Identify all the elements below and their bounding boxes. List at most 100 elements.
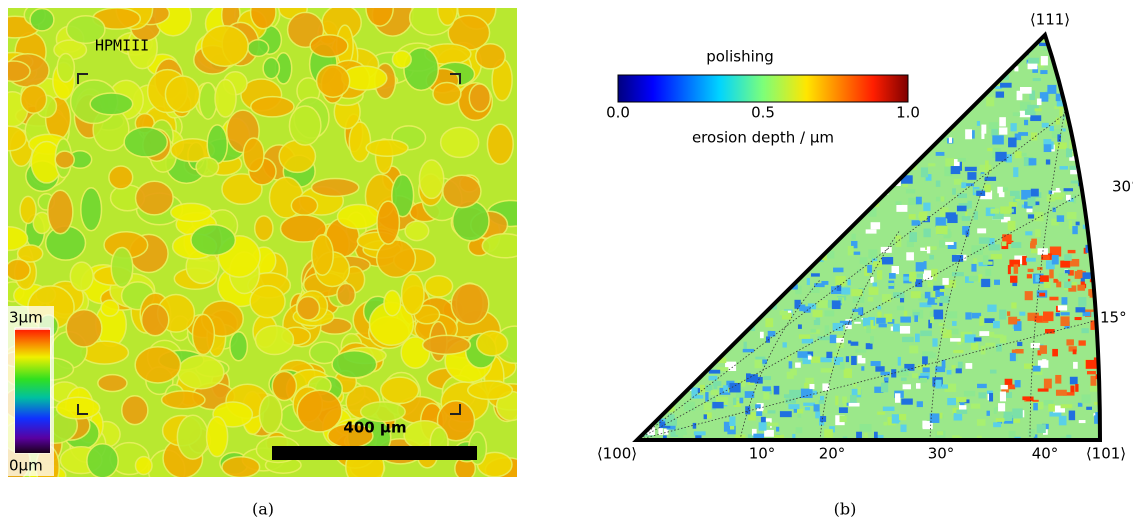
orientation-cell [935, 430, 946, 440]
orientation-cell [928, 163, 936, 167]
orientation-cell [1087, 173, 1098, 177]
orientation-cell [840, 49, 850, 54]
orientation-cell [797, 202, 805, 206]
orientation-cell [725, 248, 730, 252]
orientation-cell [685, 161, 696, 165]
orientation-cell [1067, 249, 1076, 254]
orientation-cell [839, 46, 851, 55]
orientation-cell [911, 220, 921, 226]
orientation-cell [675, 427, 687, 435]
orientation-cell [659, 356, 664, 367]
orientation-cell [922, 356, 928, 365]
orientation-cell [1027, 312, 1039, 321]
orientation-cell [864, 48, 874, 57]
orientation-cell [692, 286, 704, 290]
orientation-cell [647, 155, 660, 161]
orientation-cell [1095, 100, 1100, 105]
orientation-cell [647, 425, 655, 436]
orientation-cell [689, 146, 697, 156]
orientation-cell [675, 330, 679, 338]
orientation-cell [836, 337, 844, 343]
orientation-cell [744, 236, 749, 240]
grain [249, 8, 277, 30]
orientation-cell [655, 372, 664, 377]
orientation-cell [1055, 374, 1062, 384]
orientation-cell [851, 289, 863, 297]
orientation-cell [850, 341, 859, 346]
orientation-cell [821, 280, 829, 285]
orientation-cell [1063, 281, 1072, 289]
orientation-cell [948, 137, 953, 143]
orientation-cell [754, 223, 760, 229]
colorbar-tick: 0.5 [751, 104, 775, 122]
orientation-cell [769, 216, 778, 222]
orientation-cell [875, 366, 885, 372]
grain [89, 92, 134, 116]
orientation-cell [923, 273, 934, 280]
orientation-cell [768, 147, 778, 151]
orientation-cell [1097, 261, 1100, 270]
orientation-cell [683, 177, 695, 186]
angle-label: 40° [1032, 445, 1059, 463]
orientation-cell [1013, 418, 1021, 423]
grain [359, 401, 406, 423]
orientation-cell [965, 363, 973, 369]
orientation-cell [741, 311, 752, 321]
colorbar-min: 0µm [9, 457, 43, 475]
orientation-cell [715, 162, 723, 171]
orientation-cell [669, 365, 674, 371]
orientation-cell [814, 60, 822, 64]
orientation-cell [1053, 192, 1065, 198]
orientation-cell [1030, 342, 1041, 348]
orientation-cell [1024, 119, 1029, 126]
orientation-cell [1001, 216, 1011, 223]
orientation-cell [999, 309, 1007, 320]
orientation-cell [920, 51, 931, 62]
orientation-cell [656, 283, 667, 292]
orientation-cell [846, 216, 857, 221]
orientation-cell [644, 257, 651, 264]
orientation-cell [1090, 320, 1095, 330]
orientation-cell [837, 67, 844, 72]
grain [160, 390, 206, 410]
orientation-cell [819, 416, 827, 422]
orientation-cell [710, 246, 717, 255]
orientation-cell [658, 347, 668, 356]
orientation-cell [951, 365, 956, 369]
orientation-cell [1034, 108, 1042, 112]
orientation-cell [832, 322, 844, 331]
orientation-cell [821, 153, 828, 161]
orientation-cell [695, 434, 702, 440]
orientation-cell [760, 37, 765, 44]
orientation-cell [709, 345, 713, 352]
orientation-cell [915, 333, 920, 343]
orientation-cell [664, 291, 675, 295]
orientation-cell [935, 217, 946, 227]
orientation-cell [657, 112, 662, 119]
orientation-cell [805, 38, 813, 45]
orientation-cell [933, 99, 945, 108]
orientation-cell [1027, 62, 1038, 70]
orientation-cell [955, 43, 962, 52]
orientation-cell [779, 261, 787, 265]
orientation-cell [755, 404, 761, 409]
orientation-cell [927, 280, 934, 288]
orientation-cell [1058, 415, 1067, 426]
grain [134, 345, 182, 384]
orientation-cell [1081, 150, 1089, 159]
orientation-cell [735, 311, 746, 316]
height-colorbar [15, 330, 50, 453]
orientation-cell [1072, 194, 1077, 204]
orientation-cell [918, 375, 929, 380]
orientation-cell [879, 122, 887, 133]
orientation-cell [765, 318, 774, 328]
orientation-cell [922, 367, 930, 373]
orientation-cell [896, 204, 908, 212]
orientation-cell [1052, 348, 1058, 357]
orientation-cell [740, 280, 752, 287]
orientation-cell [1015, 197, 1020, 202]
orientation-cell [941, 384, 949, 389]
orientation-cell [1013, 198, 1017, 204]
orientation-cell [807, 303, 817, 310]
orientation-cell [904, 363, 915, 371]
